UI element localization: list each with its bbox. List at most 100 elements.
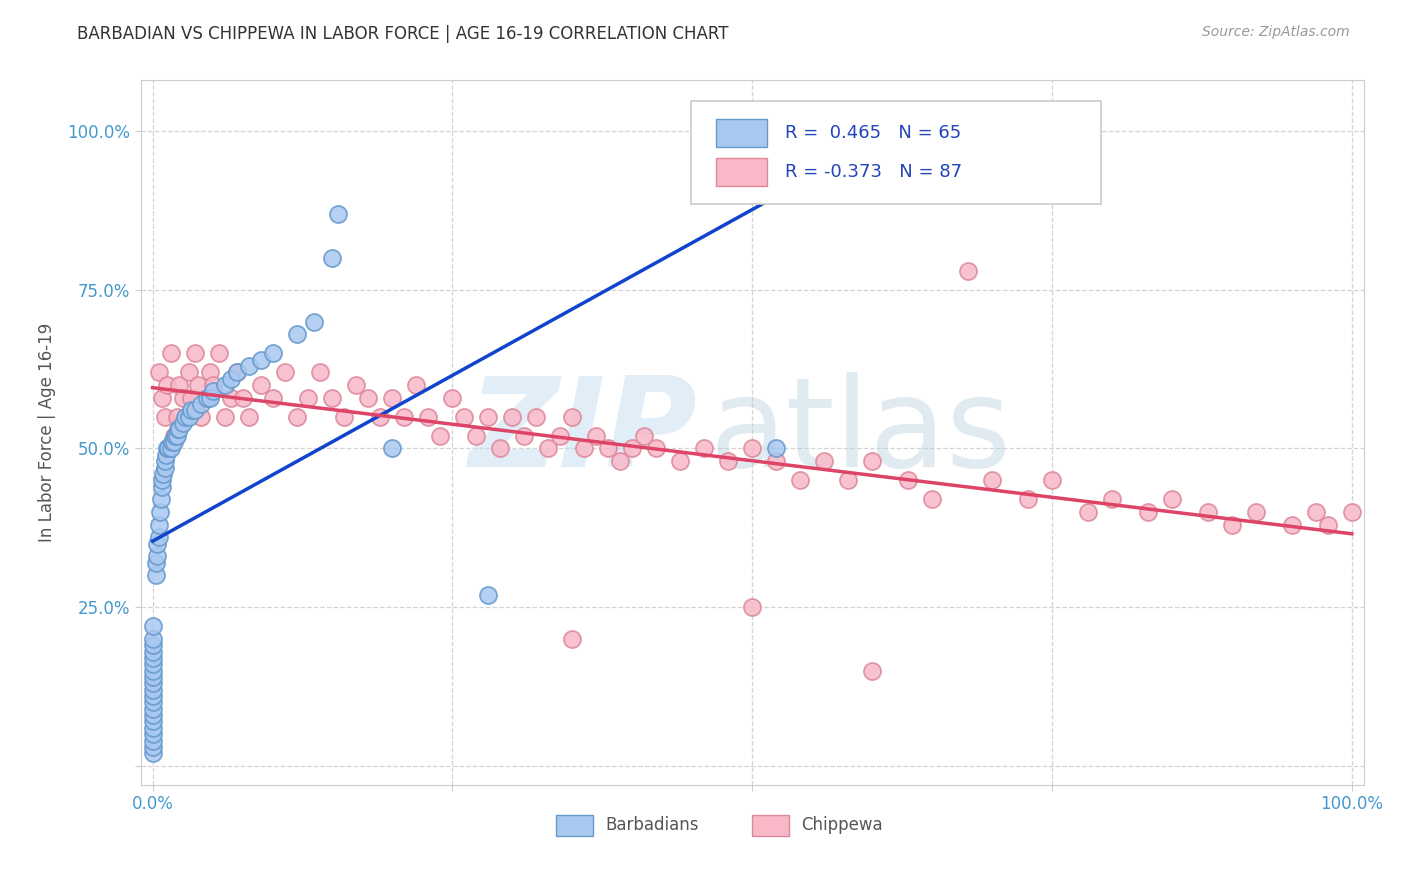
Point [1305, 505, 1327, 519]
Point [1077, 505, 1099, 519]
Point [177, 365, 200, 379]
Point [142, 714, 165, 729]
Point [142, 664, 165, 678]
Point [225, 365, 247, 379]
Point [1281, 517, 1303, 532]
Point [621, 442, 644, 456]
Point [765, 454, 787, 468]
Point [1161, 492, 1184, 507]
Point [145, 568, 167, 582]
Point [150, 479, 173, 493]
Point [273, 365, 295, 379]
Point [160, 435, 183, 450]
Text: BARBADIAN VS CHIPPEWA IN LABOR FORCE | AGE 16-19 CORRELATION CHART: BARBADIAN VS CHIPPEWA IN LABOR FORCE | A… [77, 25, 728, 43]
Point [328, 206, 350, 220]
Point [142, 721, 165, 735]
Point [174, 409, 197, 424]
Point [333, 409, 356, 424]
Point [167, 422, 190, 436]
Point [297, 391, 319, 405]
Point [669, 454, 692, 468]
Point [142, 689, 165, 703]
Point [152, 467, 174, 481]
Point [429, 429, 451, 443]
Point [142, 676, 165, 690]
Point [262, 391, 284, 405]
Point [489, 442, 512, 456]
Point [561, 632, 583, 646]
Point [524, 409, 547, 424]
Point [142, 733, 165, 747]
Point [477, 409, 499, 424]
Point [148, 530, 170, 544]
Point [166, 409, 188, 424]
Point [249, 378, 271, 392]
Point [238, 409, 260, 424]
Point [198, 391, 221, 405]
Point [465, 429, 488, 443]
Point [148, 365, 170, 379]
Text: ZIP: ZIP [468, 372, 697, 493]
Bar [716, 158, 766, 186]
Point [453, 409, 475, 424]
Point [183, 346, 205, 360]
Point [187, 378, 209, 392]
Point [142, 651, 165, 665]
Point [142, 645, 165, 659]
Point [177, 409, 200, 424]
Y-axis label: In Labor Force | Age 16-19: In Labor Force | Age 16-19 [38, 323, 56, 542]
Point [166, 429, 188, 443]
Point [142, 727, 165, 741]
Point [157, 442, 180, 456]
Point [633, 429, 655, 443]
Point [190, 409, 212, 424]
Point [172, 391, 194, 405]
Point [370, 409, 392, 424]
Point [195, 391, 218, 405]
Point [741, 442, 763, 456]
Point [149, 505, 172, 519]
Point [1017, 492, 1039, 507]
Point [501, 409, 523, 424]
Point [837, 473, 859, 487]
Point [146, 537, 169, 551]
Point [693, 442, 716, 456]
Point [225, 365, 247, 379]
Point [645, 442, 668, 456]
Point [405, 378, 427, 392]
Point [146, 549, 169, 564]
Point [148, 517, 170, 532]
Text: atlas: atlas [710, 372, 1011, 493]
Point [574, 442, 596, 456]
Point [201, 384, 224, 399]
Point [214, 409, 236, 424]
Point [1244, 505, 1267, 519]
Point [285, 409, 308, 424]
Point [357, 391, 380, 405]
Point [1197, 505, 1219, 519]
Point [142, 657, 165, 672]
Point [180, 403, 202, 417]
Point [167, 378, 190, 392]
Point [142, 632, 165, 646]
Text: R = -0.373   N = 87: R = -0.373 N = 87 [785, 163, 962, 181]
Text: Chippewa: Chippewa [801, 816, 883, 834]
Point [765, 442, 787, 456]
Point [1040, 473, 1063, 487]
Point [957, 264, 980, 278]
Point [150, 391, 173, 405]
Point [153, 454, 176, 468]
Point [159, 442, 181, 456]
Point [381, 391, 404, 405]
Point [156, 442, 179, 456]
Text: R =  0.465   N = 65: R = 0.465 N = 65 [785, 124, 962, 142]
Point [142, 619, 165, 633]
Point [142, 746, 165, 760]
FancyBboxPatch shape [692, 102, 1101, 203]
Point [381, 442, 404, 456]
Point [550, 429, 572, 443]
Point [142, 739, 165, 754]
Point [561, 409, 583, 424]
Point [142, 638, 165, 652]
Point [150, 492, 172, 507]
